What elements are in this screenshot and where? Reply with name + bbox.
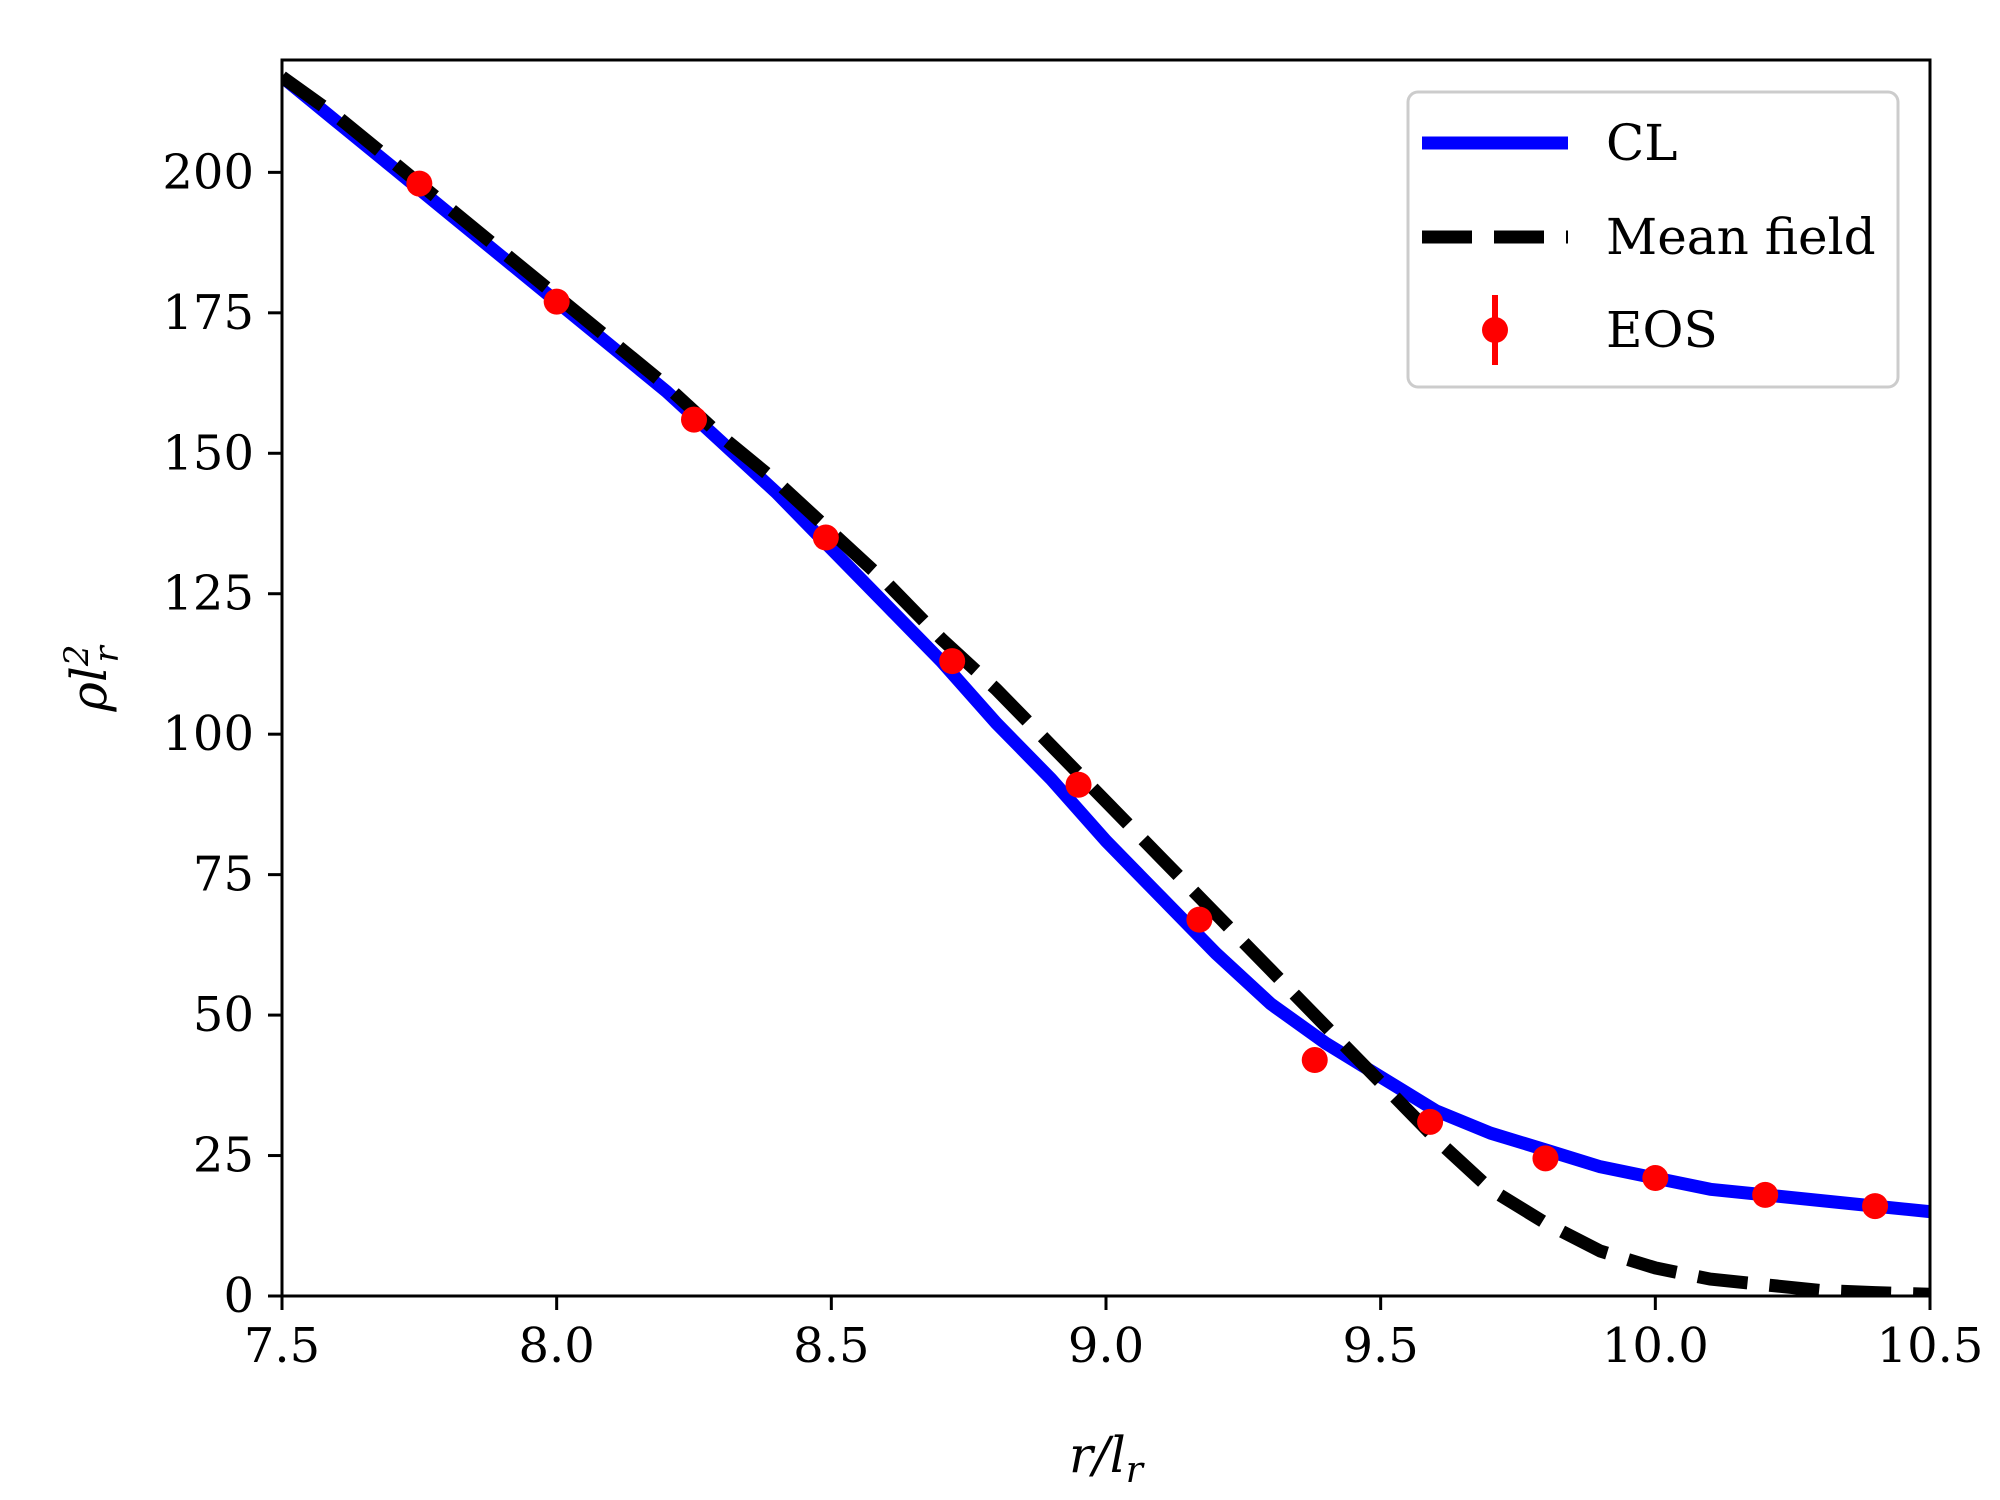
x-tick-label: 7.5 [244,1318,320,1374]
eos-point [1532,1145,1559,1172]
x-tick-label: 9.0 [1068,1318,1144,1374]
y-tick-label: 175 [162,285,254,341]
y-tick-label: 0 [223,1268,254,1324]
eos-point [1642,1165,1669,1192]
plot-area [282,71,1930,1296]
y-tick-label: 150 [162,425,254,481]
x-axis-label: r/lr [1069,1426,1145,1491]
legend-mean-field-label: Mean field [1606,208,1876,266]
legend: CL Mean field EOS [1406,90,1900,389]
legend-eos-label: EOS [1606,301,1718,359]
y-tick-label: 100 [162,706,254,762]
eos-point [1301,1047,1328,1074]
svg-text:ρl2r: ρl2r [57,644,127,712]
legend-cl-label: CL [1606,114,1677,172]
axes: 7.5 8.0 8.5 9.0 9.5 10.0 10.5 0 25 50 75 100 125 150 1… [57,58,1984,1491]
eos-point [1752,1181,1779,1208]
y-axis-label: ρl2r [57,644,127,712]
y-tick-label: 200 [162,144,254,200]
eos-point [1065,771,1092,798]
x-tick-label: 10.5 [1877,1318,1984,1374]
y-tick-label: 25 [193,1128,254,1184]
eos-point [939,648,966,675]
legend-eos-marker [1482,317,1508,343]
eos-point [1862,1193,1889,1220]
legend-box [1406,90,1900,389]
mean-field-line [282,71,1930,1296]
y-tick-label: 75 [193,847,254,903]
x-tick-label: 9.5 [1342,1318,1418,1374]
y-tick-label: 50 [193,987,254,1043]
eos-point [1186,906,1213,933]
x-tick-label: 8.5 [793,1318,869,1374]
eos-point [812,524,839,551]
x-tick-label: 10.0 [1602,1318,1709,1374]
eos-point [406,170,433,197]
eos-point [543,288,570,315]
eos-point [681,406,707,433]
x-tick-label: 8.0 [518,1318,594,1374]
y-tick-label: 125 [162,566,254,622]
eos-point [1417,1108,1444,1135]
